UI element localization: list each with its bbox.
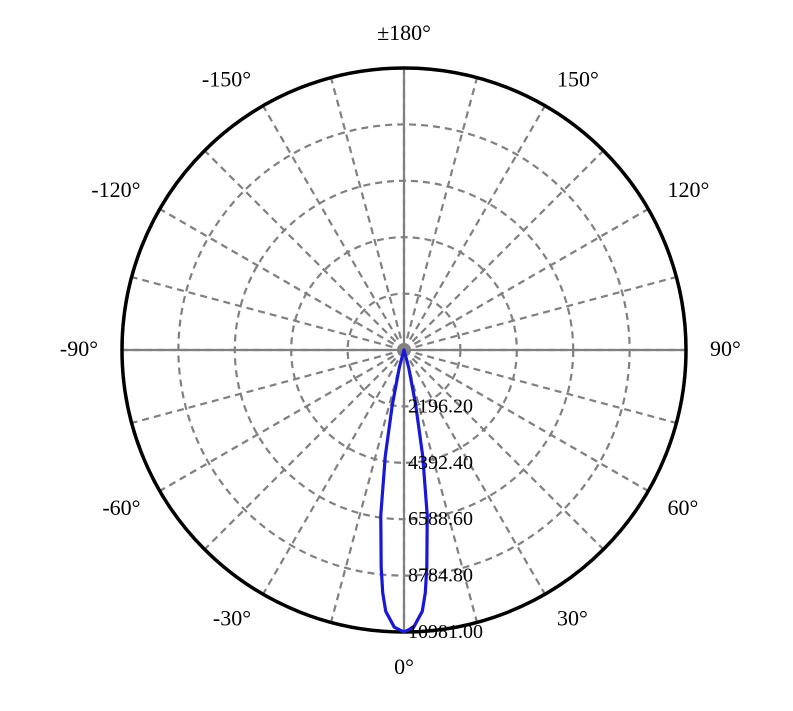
angle-label: -30° bbox=[213, 606, 251, 631]
grid-spoke bbox=[160, 209, 404, 350]
angle-label: ±180° bbox=[377, 20, 431, 45]
angle-label: 120° bbox=[668, 177, 710, 202]
angle-label: 90° bbox=[710, 336, 741, 361]
grid-spoke bbox=[331, 78, 404, 350]
radial-tick-label: 8784.80 bbox=[408, 565, 473, 587]
polar-chart: 2196.20 4392.40 6588.60 8784.80 10981.00 ±180… bbox=[0, 0, 793, 711]
radial-tick-label: 6588.60 bbox=[408, 508, 473, 530]
angle-label: 0° bbox=[394, 654, 414, 679]
angle-label: 150° bbox=[557, 66, 599, 91]
radial-tick-label: 4392.40 bbox=[408, 452, 473, 474]
grid-spoke bbox=[263, 106, 404, 350]
angle-label: 60° bbox=[668, 495, 699, 520]
grid-spoke bbox=[404, 78, 477, 350]
angle-label: -90° bbox=[60, 336, 98, 361]
grid-spoke bbox=[404, 209, 648, 350]
grid-spoke bbox=[132, 277, 404, 350]
grid-spoke bbox=[205, 151, 404, 350]
grid-spoke bbox=[331, 350, 404, 622]
angle-label: -60° bbox=[102, 495, 140, 520]
angle-label: 30° bbox=[557, 606, 588, 631]
radial-tick-label: 2196.20 bbox=[408, 395, 473, 417]
radial-tick-label: 10981.00 bbox=[408, 621, 483, 643]
grid-spoke bbox=[205, 350, 404, 549]
grid-spoke bbox=[132, 350, 404, 423]
grid-spoke bbox=[404, 277, 676, 350]
angle-label: -120° bbox=[91, 177, 140, 202]
grid-spoke bbox=[404, 151, 603, 350]
grid-spoke bbox=[404, 106, 545, 350]
grid-spoke bbox=[160, 350, 404, 491]
angle-label: -150° bbox=[202, 66, 251, 91]
